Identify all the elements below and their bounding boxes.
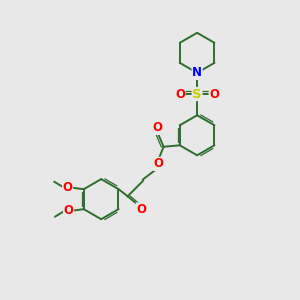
Text: O: O — [64, 204, 74, 217]
Text: O: O — [152, 122, 162, 134]
Text: O: O — [209, 88, 219, 100]
Text: O: O — [153, 157, 163, 170]
Text: O: O — [175, 88, 185, 100]
Text: O: O — [136, 203, 146, 216]
Text: O: O — [63, 181, 73, 194]
Text: S: S — [192, 88, 202, 100]
Text: N: N — [192, 66, 202, 80]
